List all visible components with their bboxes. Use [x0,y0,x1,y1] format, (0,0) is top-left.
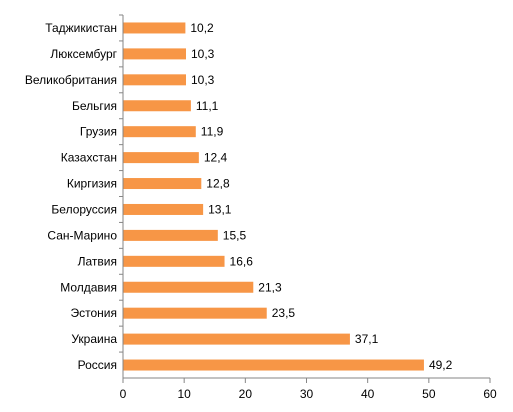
data-label: 11,9 [201,125,224,139]
bar [123,229,218,241]
bar [123,307,267,319]
category-label: Грузия [80,125,117,139]
data-label: 15,5 [223,228,247,242]
x-tick-label: 10 [177,387,191,401]
bar [123,74,187,86]
data-label: 10,3 [191,73,215,87]
x-axis-ticks: 0 10 20 30 40 50 60 [119,14,497,401]
category-label: Белоруссия [51,202,117,216]
category-label: Сан-Марино [47,228,117,242]
x-tick-label: 60 [483,387,497,401]
data-label: 11,1 [196,99,219,113]
data-label: 37,1 [355,332,379,346]
bar [123,178,202,190]
bar [123,203,204,215]
data-label: 13,1 [208,202,232,216]
category-label: Казахстан [61,151,117,165]
x-tick-label: 0 [120,387,127,401]
data-label: 49,2 [429,358,453,372]
data-label: 23,5 [272,306,296,320]
bar [123,48,187,60]
bars-layer [123,22,424,371]
category-label: Латвия [78,254,117,268]
bar [123,126,196,138]
bar [123,255,225,267]
bar [123,100,191,112]
data-label: 12,4 [204,151,228,165]
category-label: Великобритания [25,73,117,87]
x-tick-label: 30 [300,387,314,401]
category-label: Эстония [71,306,118,320]
data-label: 10,2 [190,21,214,35]
category-label: Таджикистан [45,21,117,35]
bar [123,281,254,293]
data-label: 16,6 [230,254,254,268]
bar [123,333,350,345]
category-label: Бельгия [72,99,117,113]
category-label: Украина [71,332,117,346]
category-label: Киргизия [67,177,117,191]
bar [123,359,424,371]
category-label: Молдавия [60,280,117,294]
bar [123,152,199,164]
bar [123,22,186,34]
x-tick-label: 20 [239,387,253,401]
labels-layer: Таджикистан 10,2 Люксембург 10,3 Великобрита… [25,21,453,372]
data-label: 10,3 [191,47,215,61]
x-tick-label: 50 [422,387,436,401]
category-label: Россия [78,358,117,372]
data-label: 12,8 [206,177,230,191]
data-label: 21,3 [258,280,282,294]
x-tick-label: 40 [361,387,375,401]
category-label: Люксембург [50,47,117,61]
